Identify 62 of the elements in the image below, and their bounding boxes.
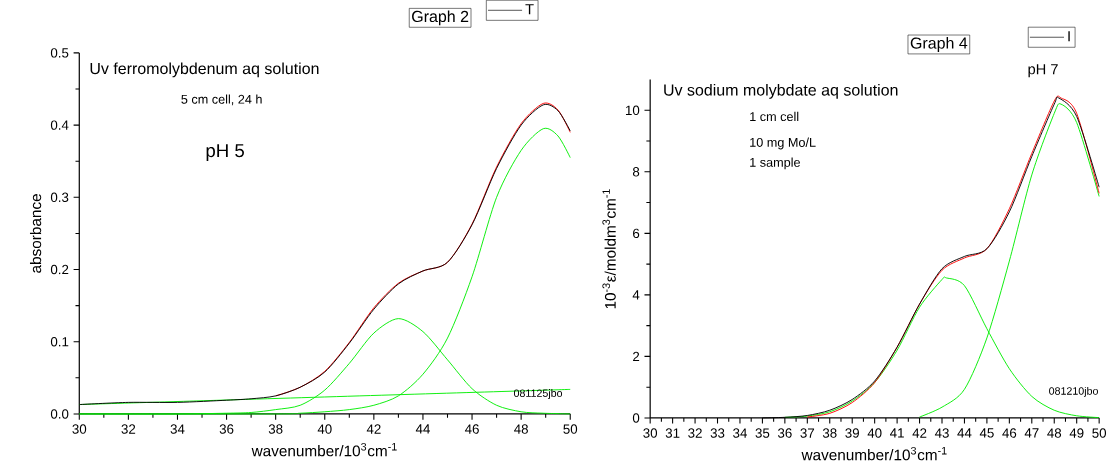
y-tick-label: 4 — [632, 290, 640, 300]
annotation: 081125jbo — [513, 389, 563, 400]
x-tick-label: 41 — [890, 428, 904, 438]
y-axis-title: absorbance — [29, 194, 42, 273]
x-tick-label: 40 — [317, 424, 332, 434]
x-tick-label: 47 — [1024, 428, 1039, 438]
text: pH 7 — [1028, 64, 1058, 78]
x-tick-label: 40 — [867, 428, 882, 438]
x-tick-label: 42 — [912, 428, 927, 438]
y-tick-label: 0.5 — [50, 48, 69, 58]
x-tick-label: 30 — [643, 428, 658, 438]
y-tick-label: 2 — [633, 351, 640, 362]
x-tick-label: 43 — [934, 428, 949, 438]
chart-title: Graph 4 — [910, 37, 968, 52]
x-tick-label: 42 — [366, 424, 381, 434]
x-tick-label: 50 — [1092, 428, 1107, 438]
annotation: 1 cm cell — [750, 111, 799, 122]
annotation: pH 5 — [206, 144, 244, 161]
x-tick-label: 34 — [733, 428, 747, 438]
x-tick-label: 38 — [268, 424, 283, 434]
chart-title: Graph 2 — [412, 10, 469, 26]
x-tick-label: 45 — [979, 428, 994, 438]
y-tick-label: 0 — [632, 413, 640, 423]
annotation: Uv sodium molybdate aq solution — [664, 83, 898, 99]
x-axis-title: wavenumber/10$^{3}$cm$^{-1}$ — [801, 446, 947, 461]
x-tick-label: 48 — [514, 424, 528, 434]
x-tick-label: 36 — [219, 424, 234, 434]
x-tick-label: 35 — [755, 428, 770, 438]
x-tick-label: 44 — [415, 424, 430, 434]
x-tick-label: 32 — [121, 424, 136, 434]
annotation: 5 cm cell, 24 h — [181, 94, 262, 106]
x-tick-label: 33 — [710, 428, 725, 438]
y-axis-title: 10$^{-3}$ε/moldm$^{3}$cm$^{-1}$ — [602, 189, 616, 309]
x-tick-label: 38 — [822, 428, 837, 438]
y-tick-label: 0.4 — [50, 120, 69, 130]
x-tick-label: 50 — [563, 424, 578, 434]
x-tick-label: 36 — [777, 428, 792, 438]
x-tick-label: 37 — [800, 428, 815, 438]
y-tick-label: 6 — [633, 228, 640, 239]
x-tick-label: 46 — [1002, 428, 1017, 438]
y-tick-label: 8 — [632, 167, 640, 177]
x-tick-label: 39 — [845, 428, 859, 438]
x-tick-label: 49 — [1069, 428, 1084, 438]
x-tick-label: 30 — [72, 424, 87, 434]
annotation: Uv ferromolybdenum aq solution — [90, 62, 319, 78]
x-tick-label: 31 — [665, 428, 680, 438]
x-tick-label: 48 — [1047, 428, 1062, 438]
x-tick-label: 32 — [688, 428, 702, 438]
x-tick-label: 44 — [957, 428, 972, 438]
legend-label: T — [525, 4, 534, 15]
y-tick-label: 0.3 — [50, 192, 69, 203]
y-tick-label: 0.2 — [50, 264, 69, 275]
y-tick-label: 0.1 — [50, 337, 69, 347]
annotation: 10 mg Mo/L — [750, 137, 816, 150]
annotation: 081210jbo — [1049, 386, 1098, 397]
x-tick-label: 46 — [464, 424, 479, 434]
y-tick-label: 10 — [625, 105, 640, 116]
y-tick-label: 0.0 — [50, 409, 69, 419]
annotation: 1 sample — [750, 157, 800, 170]
legend-label: I — [1068, 31, 1070, 42]
x-tick-label: 34 — [170, 424, 185, 434]
x-axis-title: wavenumber/10$^{3}$cm$^{-1}$ — [251, 442, 397, 457]
